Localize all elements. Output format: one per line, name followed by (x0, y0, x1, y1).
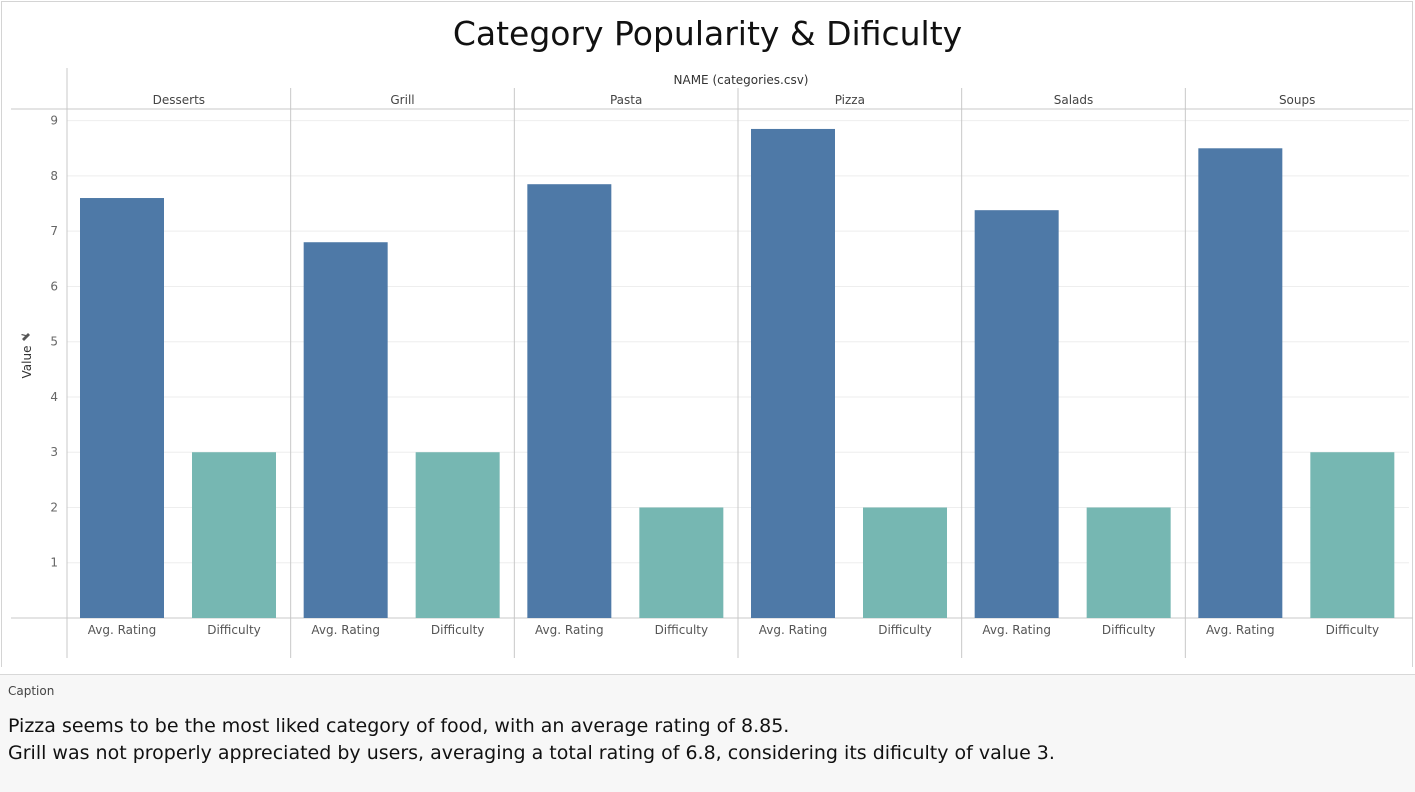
x-tick-label: Difficulty (1326, 623, 1380, 637)
x-tick-label: Difficulty (207, 623, 261, 637)
y-tick-label: 2 (50, 500, 58, 514)
y-tick-label: 9 (50, 114, 58, 128)
bar-pizza-avg-rating (751, 128, 835, 618)
y-tick-label: 6 (50, 279, 58, 293)
category-header-salads: Salads (1054, 93, 1094, 107)
pin-icon (21, 333, 30, 341)
x-tick-label: Avg. Rating (759, 623, 828, 637)
x-tick-label: Difficulty (1102, 623, 1156, 637)
y-axis-label: Value (20, 346, 34, 379)
category-header-grill: Grill (390, 93, 414, 107)
x-tick-label: Difficulty (878, 623, 932, 637)
category-header-pizza: Pizza (835, 93, 865, 107)
category-header-soups: Soups (1279, 93, 1315, 107)
y-tick-label: 3 (50, 445, 58, 459)
bar-desserts-difficulty (192, 452, 276, 618)
column-header: NAME (categories.csv) (674, 73, 809, 87)
x-tick-label: Avg. Rating (1206, 623, 1275, 637)
y-tick-label: 4 (50, 390, 58, 404)
bar-soups-difficulty (1310, 452, 1395, 618)
bar-pasta-difficulty (639, 507, 724, 618)
y-tick-label: 8 (50, 169, 58, 183)
x-tick-label: Difficulty (431, 623, 485, 637)
category-header-pasta: Pasta (610, 93, 642, 107)
bar-pasta-avg-rating (527, 184, 612, 618)
category-header-desserts: Desserts (153, 93, 205, 107)
bar-grill-avg-rating (303, 242, 388, 619)
y-tick-label: 1 (50, 556, 58, 570)
bar-salads-difficulty (1086, 507, 1171, 618)
x-tick-label: Avg. Rating (982, 623, 1051, 637)
bar-pizza-difficulty (863, 507, 947, 618)
chart-title: Category Popularity & Dificulty (452, 14, 963, 53)
caption-line-1: Pizza seems to be the most liked categor… (8, 715, 790, 737)
x-tick-label: Difficulty (655, 623, 709, 637)
y-tick-label: 7 (50, 224, 58, 238)
caption-label: Caption (8, 684, 55, 698)
x-tick-label: Avg. Rating (535, 623, 604, 637)
caption-panel: Caption Pizza seems to be the most liked… (0, 674, 1415, 792)
caption-line-2: Grill was not properly appreciated by us… (8, 742, 1055, 764)
y-tick-label: 5 (50, 335, 58, 349)
bar-desserts-avg-rating (80, 198, 164, 618)
bar-soups-avg-rating (1198, 148, 1283, 619)
x-tick-label: Avg. Rating (311, 623, 380, 637)
x-tick-label: Avg. Rating (88, 623, 157, 637)
bar-salads-avg-rating (974, 210, 1059, 618)
bar-grill-difficulty (415, 452, 500, 618)
bar-chart: 1 2 3 4 5 6 7 8 9 NAME (categories.csv) Value Desse… (11, 68, 1413, 658)
